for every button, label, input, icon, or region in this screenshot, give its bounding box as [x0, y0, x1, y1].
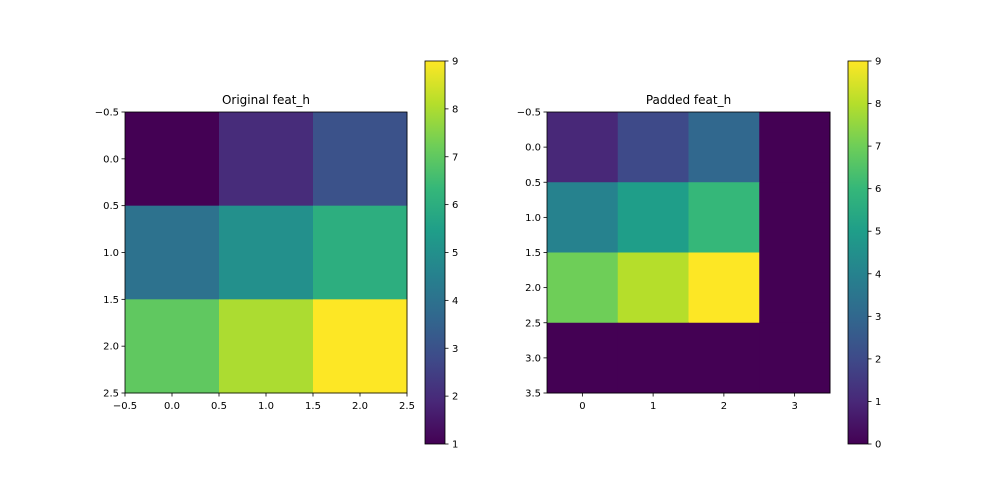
heatmap-cell-r1-c0 — [125, 205, 220, 300]
heatmap-cell-r2-c0 — [125, 299, 220, 394]
x-tick-label: 2.0 — [352, 401, 368, 412]
heatmap-cell-r2-c2 — [313, 299, 408, 394]
colorbar-tick-label: 3 — [452, 344, 458, 355]
colorbar-frame — [847, 60, 869, 445]
heatmap-cell-r2-c1 — [617, 252, 689, 324]
y-tick-label: 3.5 — [525, 389, 541, 400]
heatmap-cell-r1-c2 — [313, 205, 408, 300]
heatmap-cell-r1-c1 — [219, 205, 314, 300]
heatmap-cell-r0-c0 — [547, 112, 619, 183]
colorbar-tick-label: 2 — [875, 354, 881, 365]
heatmap-cell-r3-c1 — [617, 322, 689, 394]
colorbar-tick-label: 7 — [875, 142, 881, 153]
y-tick-label: −0.5 — [95, 108, 119, 119]
colorbar-tick-label: 2 — [452, 392, 458, 403]
heatmap-cell-r3-c2 — [688, 322, 760, 394]
y-tick-label: 1.0 — [525, 213, 541, 224]
colorbar-tick-label: 3 — [875, 312, 881, 323]
y-tick-label: 0.0 — [525, 143, 541, 154]
y-tick-label: 0.5 — [525, 178, 541, 189]
x-tick-label: 1.5 — [305, 401, 321, 412]
heatmap-cell-r0-c1 — [219, 112, 314, 207]
y-tick-label: 2.5 — [525, 318, 541, 329]
y-tick-label: 3.0 — [525, 353, 541, 364]
chart-title: Padded feat_h — [646, 93, 731, 107]
heatmap-cell-r3-c0 — [547, 322, 619, 394]
colorbar-tick-label: 9 — [875, 57, 881, 68]
colorbar-tick-label: 5 — [452, 248, 458, 259]
colorbar-tick-label: 0 — [875, 440, 881, 451]
heatmap-cell-r0-c2 — [688, 112, 760, 183]
heatmap-cell-r2-c0 — [547, 252, 619, 324]
heatmap-cell-r2-c3 — [759, 252, 831, 324]
colorbar-tick-label: 1 — [452, 440, 458, 451]
heatmap-cell-r0-c1 — [617, 112, 689, 183]
heatmap-cell-r0-c2 — [313, 112, 408, 207]
colorbar-tick-label: 6 — [452, 200, 458, 211]
colorbar-tick-label: 6 — [875, 184, 881, 195]
y-tick-label: 2.0 — [103, 342, 119, 353]
y-tick-label: 1.5 — [525, 248, 541, 259]
y-tick-label: 0.0 — [103, 154, 119, 165]
colorbar-tick-label: 5 — [875, 227, 881, 238]
x-tick-label: 0 — [579, 401, 585, 412]
colorbar-tick-label: 8 — [452, 104, 458, 115]
heatmap-cell-r2-c1 — [219, 299, 314, 394]
x-tick-label: 3 — [791, 401, 797, 412]
heatmap-cell-r1-c1 — [617, 182, 689, 253]
y-tick-label: −0.5 — [517, 108, 541, 119]
x-tick-label: 1.0 — [258, 401, 274, 412]
y-tick-label: 2.5 — [103, 389, 119, 400]
y-tick-label: 0.5 — [103, 201, 119, 212]
colorbar — [848, 61, 868, 444]
x-tick-label: 1 — [650, 401, 656, 412]
colorbar-tick-label: 8 — [875, 99, 881, 110]
heatmap-cell-r3-c3 — [759, 322, 831, 394]
x-tick-label: 0.5 — [211, 401, 227, 412]
x-tick-label: 2.5 — [399, 401, 415, 412]
y-tick-label: 1.0 — [103, 248, 119, 259]
panel-original: Original feat_h−0.5 0.0 0.5 1.0 1.5 2.0 2.5−0.… — [95, 57, 459, 451]
panel-padded: Padded feat_h 0 1 2 3 −0.5 0.0 0.5 1.0 1.5 2.0 2.5 3… — [517, 57, 882, 451]
x-tick-label: 2 — [721, 401, 727, 412]
colorbar-tick-label: 9 — [452, 57, 458, 68]
y-tick-label: 1.5 — [103, 295, 119, 306]
colorbar — [425, 61, 445, 444]
chart-title: Original feat_h — [222, 93, 310, 107]
x-tick-label: −0.5 — [113, 401, 137, 412]
heatmap-cell-r1-c0 — [547, 182, 619, 253]
colorbar-tick-label: 1 — [875, 397, 881, 408]
heatmap-cell-r0-c0 — [125, 112, 220, 207]
heatmap-cell-r0-c3 — [759, 112, 831, 183]
heatmap-cell-r2-c2 — [688, 252, 760, 324]
x-tick-label: 0.0 — [164, 401, 180, 412]
colorbar-tick-label: 7 — [452, 152, 458, 163]
colorbar-tick-label: 4 — [875, 269, 881, 280]
y-tick-label: 2.0 — [525, 283, 541, 294]
colorbar-tick-label: 4 — [452, 296, 458, 307]
heatmap-cell-r1-c3 — [759, 182, 831, 253]
heatmap-cell-r1-c2 — [688, 182, 760, 253]
